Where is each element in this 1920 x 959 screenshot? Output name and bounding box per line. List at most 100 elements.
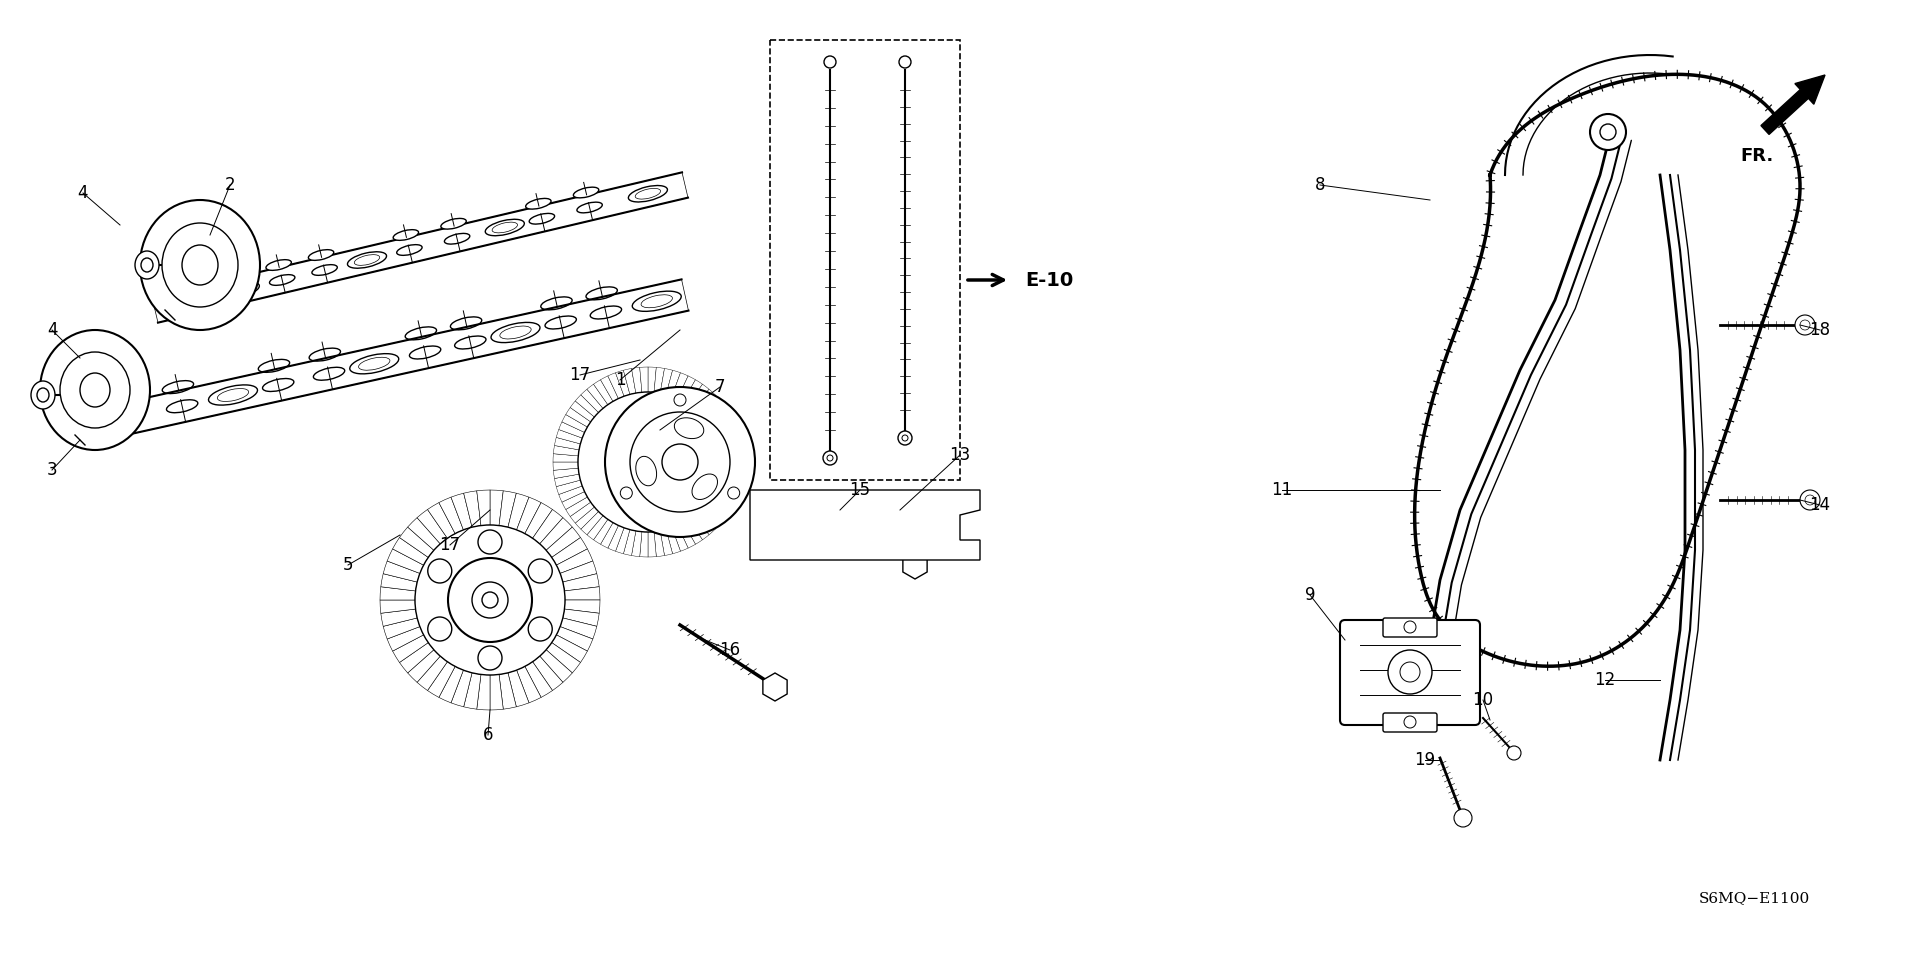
Polygon shape [463,491,480,527]
Polygon shape [392,537,428,565]
Circle shape [1805,495,1814,505]
Ellipse shape [394,229,419,241]
Polygon shape [566,408,591,427]
Ellipse shape [636,456,657,486]
Polygon shape [593,380,612,405]
Ellipse shape [36,388,50,402]
Circle shape [1404,716,1417,728]
Polygon shape [601,523,618,549]
Ellipse shape [269,274,296,286]
Text: FR.: FR. [1740,147,1774,165]
Ellipse shape [221,282,259,298]
Ellipse shape [492,222,518,233]
Ellipse shape [140,258,154,272]
Polygon shape [451,493,472,530]
Ellipse shape [541,297,572,310]
Ellipse shape [674,418,705,438]
Ellipse shape [405,327,436,339]
Polygon shape [555,474,580,486]
Polygon shape [509,493,530,530]
Ellipse shape [134,251,159,279]
Ellipse shape [309,348,340,362]
Circle shape [1453,809,1473,827]
Polygon shape [714,480,739,495]
Polygon shape [655,367,664,393]
Ellipse shape [359,358,390,370]
Text: 7: 7 [714,378,726,396]
Circle shape [447,558,532,642]
Ellipse shape [349,354,399,374]
Text: 9: 9 [1306,586,1315,604]
Polygon shape [152,173,687,322]
Circle shape [674,394,685,406]
Ellipse shape [636,188,660,199]
Polygon shape [399,527,434,557]
Polygon shape [380,609,417,626]
Text: 17: 17 [570,366,591,384]
FancyArrow shape [1761,75,1826,134]
Polygon shape [545,527,580,557]
Polygon shape [718,462,743,470]
Polygon shape [557,626,593,651]
Polygon shape [566,497,591,517]
Text: 5: 5 [344,556,353,574]
Polygon shape [684,520,703,545]
Text: 3: 3 [46,461,58,479]
Text: 15: 15 [849,481,870,499]
Text: E-10: E-10 [1025,270,1073,290]
Text: S6MQ−E1100: S6MQ−E1100 [1699,891,1811,905]
Polygon shape [561,618,597,639]
FancyBboxPatch shape [1382,713,1436,732]
Polygon shape [564,600,599,613]
Ellipse shape [182,245,219,285]
Circle shape [1400,662,1421,682]
Polygon shape [417,656,447,690]
Ellipse shape [163,381,194,393]
Polygon shape [582,511,603,535]
Polygon shape [388,626,424,651]
Polygon shape [639,367,649,392]
Polygon shape [701,401,726,422]
Polygon shape [564,587,599,600]
Ellipse shape [545,316,576,329]
Text: 8: 8 [1315,176,1325,194]
Polygon shape [693,389,714,412]
Polygon shape [428,662,455,697]
Polygon shape [649,367,657,392]
Polygon shape [555,437,580,450]
Circle shape [1801,490,1820,510]
Polygon shape [117,279,689,435]
Ellipse shape [40,330,150,450]
Circle shape [1404,621,1417,633]
Polygon shape [708,492,733,509]
Polygon shape [563,573,599,591]
Ellipse shape [499,326,532,339]
Ellipse shape [444,233,470,245]
Ellipse shape [691,474,718,500]
Ellipse shape [60,352,131,428]
Polygon shape [697,507,720,529]
Polygon shape [476,674,490,710]
Text: 19: 19 [1415,751,1436,769]
Polygon shape [440,667,463,703]
Polygon shape [678,376,695,402]
Ellipse shape [576,202,603,213]
Polygon shape [559,486,584,503]
Polygon shape [388,549,424,573]
Ellipse shape [167,400,198,412]
Polygon shape [380,587,415,600]
Circle shape [428,617,451,641]
Circle shape [1801,320,1811,330]
Ellipse shape [492,322,540,342]
Circle shape [482,592,497,608]
Polygon shape [655,531,664,556]
Ellipse shape [263,379,294,391]
Ellipse shape [628,185,668,202]
Ellipse shape [589,306,622,319]
Polygon shape [524,503,553,538]
Polygon shape [601,376,618,402]
Circle shape [578,392,718,532]
Circle shape [472,582,509,618]
Polygon shape [490,490,503,526]
Polygon shape [524,662,553,697]
